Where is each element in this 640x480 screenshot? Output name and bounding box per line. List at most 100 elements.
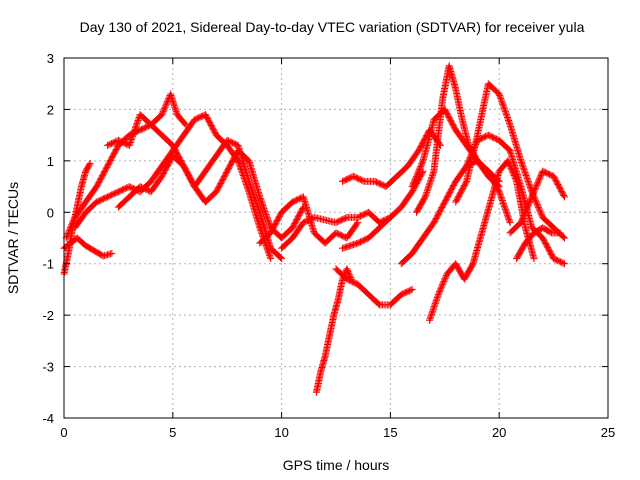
data-point [502, 208, 510, 216]
data-point [160, 105, 168, 113]
series-track-10 [332, 265, 416, 309]
data-point [425, 182, 433, 190]
data-point [428, 309, 436, 317]
data-point [249, 188, 257, 196]
data-point [129, 130, 137, 138]
data-point [437, 285, 445, 293]
data-point [500, 201, 508, 209]
data-point [517, 219, 525, 227]
data-point [429, 169, 437, 177]
data-point [519, 213, 527, 221]
data-point [521, 169, 529, 177]
data-point [257, 197, 265, 205]
data-point [66, 225, 74, 233]
data-point [538, 211, 546, 219]
data-point [277, 254, 285, 262]
data-point [424, 184, 432, 192]
data-point [498, 99, 506, 107]
data-point [502, 207, 510, 215]
data-point [497, 94, 505, 102]
data-point [527, 196, 535, 204]
data-point [520, 164, 528, 172]
data-point [427, 313, 435, 321]
data-point [344, 268, 352, 276]
data-point [65, 228, 73, 236]
plot-frame [63, 57, 609, 419]
series-track-2 [60, 234, 116, 260]
data-point [408, 183, 416, 191]
data-point [422, 190, 430, 198]
data-point [245, 179, 253, 187]
data-point [422, 191, 430, 199]
x-tick-label: 10 [274, 425, 288, 440]
data-point [498, 97, 506, 105]
data-point [424, 185, 432, 193]
data-point [126, 140, 134, 148]
data-point [560, 234, 568, 242]
data-point [467, 152, 475, 160]
data-point [506, 217, 514, 225]
data-point [127, 137, 135, 145]
data-point [496, 91, 504, 99]
data-point [64, 230, 72, 238]
data-point [359, 177, 367, 185]
data-point [519, 161, 527, 169]
data-point [505, 116, 513, 124]
data-point [429, 306, 437, 314]
data-point [431, 300, 439, 308]
data-point [495, 183, 503, 191]
data-point [425, 181, 433, 189]
y-tick-label: -2 [42, 308, 54, 323]
data-point [343, 265, 351, 273]
data-point [250, 191, 258, 199]
data-point [132, 122, 140, 130]
data-point [259, 202, 267, 210]
data-point [536, 206, 544, 214]
data-point [262, 210, 270, 218]
data-point [70, 216, 78, 224]
y-tick-label: -3 [42, 360, 54, 375]
data-point [251, 195, 259, 203]
y-tick-label: 2 [47, 102, 54, 117]
data-point [518, 216, 526, 224]
series-track-9 [312, 265, 355, 396]
data-point [433, 295, 441, 303]
y-tick-label: 1 [47, 154, 54, 169]
data-point [504, 115, 512, 123]
data-point [108, 249, 116, 257]
data-point [428, 172, 436, 180]
data-point [496, 189, 504, 197]
data-point [471, 142, 479, 150]
data-point [523, 174, 531, 182]
x-tick-label: 25 [601, 425, 615, 440]
data-point [126, 138, 134, 146]
data-point [278, 255, 286, 263]
data-point [537, 209, 545, 217]
data-point [246, 180, 254, 188]
data-point [499, 102, 507, 110]
data-point [522, 207, 530, 215]
data-point [499, 100, 507, 108]
data-point [440, 277, 448, 285]
data-point [159, 108, 167, 116]
data-point [500, 105, 508, 113]
data-point [436, 286, 444, 294]
data-point [500, 202, 508, 210]
data-point [535, 176, 543, 184]
data-point [408, 285, 416, 293]
data-point [264, 216, 272, 224]
data-point [470, 145, 478, 153]
data-point [462, 179, 470, 187]
data-point [409, 181, 417, 189]
data-point [410, 178, 418, 186]
data-point [265, 219, 273, 227]
data-point [439, 279, 447, 287]
data-point [534, 202, 542, 210]
data-point [261, 206, 269, 214]
data-point [63, 231, 71, 239]
data-point [426, 179, 434, 187]
y-tick-label: 0 [47, 205, 54, 220]
data-point [470, 143, 478, 151]
